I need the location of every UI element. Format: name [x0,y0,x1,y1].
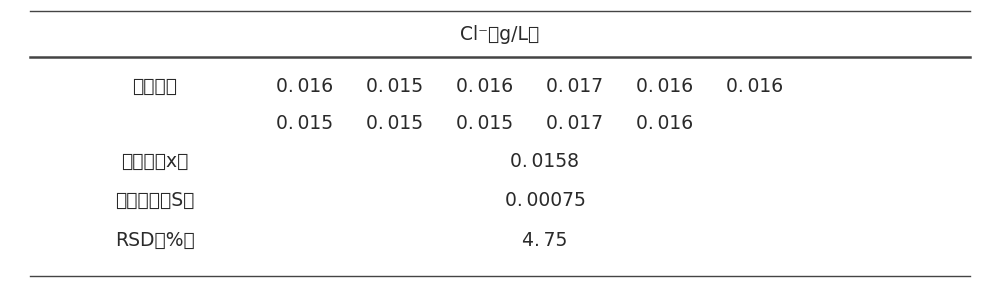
Text: 0. 015: 0. 015 [456,115,514,133]
Text: 0. 015: 0. 015 [366,115,424,133]
Text: 标准偏差（S）: 标准偏差（S） [115,192,195,210]
Text: 0. 016: 0. 016 [456,78,514,96]
Text: 0. 016: 0. 016 [636,115,694,133]
Text: 4. 75: 4. 75 [522,231,568,250]
Text: 0. 016: 0. 016 [726,78,784,96]
Text: 0. 015: 0. 015 [366,78,424,96]
Text: 0. 015: 0. 015 [276,115,334,133]
Text: 平均値（x）: 平均値（x） [121,152,189,170]
Text: 0. 0158: 0. 0158 [511,152,580,170]
Text: 0. 00075: 0. 00075 [505,192,585,210]
Text: 0. 016: 0. 016 [276,78,334,96]
Text: 0. 017: 0. 017 [546,115,604,133]
Text: 0. 017: 0. 017 [546,78,604,96]
Text: Cl⁻（g/L）: Cl⁻（g/L） [460,25,540,44]
Text: RSD（%）: RSD（%） [115,231,195,250]
Text: 0. 016: 0. 016 [636,78,694,96]
Text: 测量结果: 测量结果 [132,78,178,96]
